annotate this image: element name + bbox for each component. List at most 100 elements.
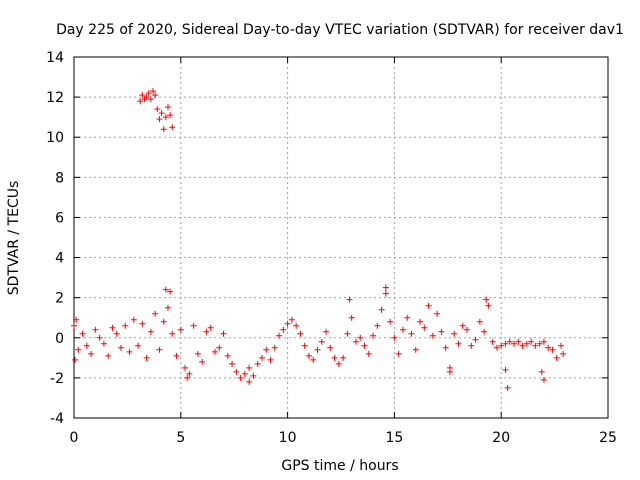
data-point	[167, 288, 174, 295]
y-tick-label: 12	[46, 90, 64, 106]
y-tick-label: 0	[55, 331, 64, 347]
data-point	[327, 344, 334, 351]
data-point	[271, 344, 278, 351]
data-point	[464, 326, 471, 333]
data-point	[442, 344, 449, 351]
data-point	[429, 332, 436, 339]
data-point	[558, 342, 565, 349]
axis-ticks	[73, 56, 609, 419]
data-point	[156, 346, 163, 353]
data-point	[117, 344, 124, 351]
x-tick-label: 0	[70, 430, 79, 446]
data-point	[528, 338, 535, 345]
y-tick-label: -2	[50, 371, 64, 387]
data-point	[293, 322, 300, 329]
data-point	[211, 348, 218, 355]
data-point	[314, 346, 321, 353]
data-point	[515, 338, 522, 345]
data-point	[297, 330, 304, 337]
data-point	[100, 340, 107, 347]
data-point	[391, 334, 398, 341]
y-tick-labels: -4 -2 0 2 4 6 8 10 12 14	[46, 50, 64, 427]
data-point	[158, 110, 165, 117]
data-point	[344, 330, 351, 337]
data-point	[150, 88, 157, 95]
data-point	[156, 116, 163, 123]
data-point	[323, 328, 330, 335]
data-point	[288, 316, 295, 323]
y-tick-label: 8	[55, 170, 64, 186]
data-point	[263, 346, 270, 353]
data-point	[446, 368, 453, 375]
data-points	[71, 88, 567, 391]
data-point	[560, 350, 567, 357]
data-point	[382, 284, 389, 291]
data-point	[519, 342, 526, 349]
data-point	[399, 326, 406, 333]
chart-title: Day 225 of 2020, Sidereal Day-to-day VTE…	[56, 22, 624, 38]
data-point	[88, 350, 95, 357]
data-point	[438, 328, 445, 335]
data-point	[258, 354, 265, 361]
data-point	[73, 316, 80, 323]
data-point	[96, 334, 103, 341]
data-point	[250, 372, 257, 379]
data-point	[130, 316, 137, 323]
x-tick-label: 15	[385, 430, 403, 446]
data-point	[305, 352, 312, 359]
data-point	[83, 342, 90, 349]
data-point	[126, 348, 133, 355]
data-point	[246, 364, 253, 371]
data-point	[160, 318, 167, 325]
data-point	[109, 324, 116, 331]
data-point	[532, 342, 539, 349]
x-tick-labels: 0 5 10 15 20 25	[70, 430, 617, 446]
data-point	[162, 114, 169, 121]
data-point	[352, 338, 359, 345]
data-point	[540, 376, 547, 383]
data-point	[182, 364, 189, 371]
data-point	[190, 322, 197, 329]
x-tick-label: 25	[599, 430, 617, 446]
x-tick-label: 5	[176, 430, 185, 446]
y-tick-label: 6	[55, 210, 64, 226]
data-point	[549, 346, 556, 353]
data-point	[72, 356, 79, 363]
data-point	[340, 354, 347, 361]
data-point	[408, 330, 415, 337]
data-point	[145, 90, 152, 97]
data-point	[254, 360, 261, 367]
data-point	[216, 344, 223, 351]
data-point	[346, 296, 353, 303]
x-tick-label: 10	[279, 430, 297, 446]
data-point	[229, 360, 236, 367]
data-point	[374, 322, 381, 329]
data-point	[169, 330, 176, 337]
y-tick-label: -4	[50, 411, 64, 427]
data-point	[348, 314, 355, 321]
data-point	[284, 320, 291, 327]
data-point	[370, 332, 377, 339]
data-point	[472, 336, 479, 343]
data-point	[122, 322, 129, 329]
data-point	[335, 360, 342, 367]
data-point	[331, 354, 338, 361]
y-tick-label: 2	[55, 291, 64, 307]
x-tick-label: 20	[492, 430, 510, 446]
data-point	[152, 310, 159, 317]
data-point	[199, 358, 206, 365]
data-point	[382, 290, 389, 297]
y-tick-label: 14	[46, 50, 64, 66]
data-point	[113, 330, 120, 337]
data-point	[79, 330, 86, 337]
data-point	[71, 322, 77, 329]
data-point	[468, 342, 475, 349]
data-point	[92, 326, 99, 333]
data-point	[502, 340, 509, 347]
data-point	[267, 356, 274, 363]
data-point	[498, 342, 505, 349]
data-point	[160, 126, 167, 133]
x-axis-label: GPS time / hours	[281, 458, 398, 474]
data-point	[164, 104, 171, 111]
